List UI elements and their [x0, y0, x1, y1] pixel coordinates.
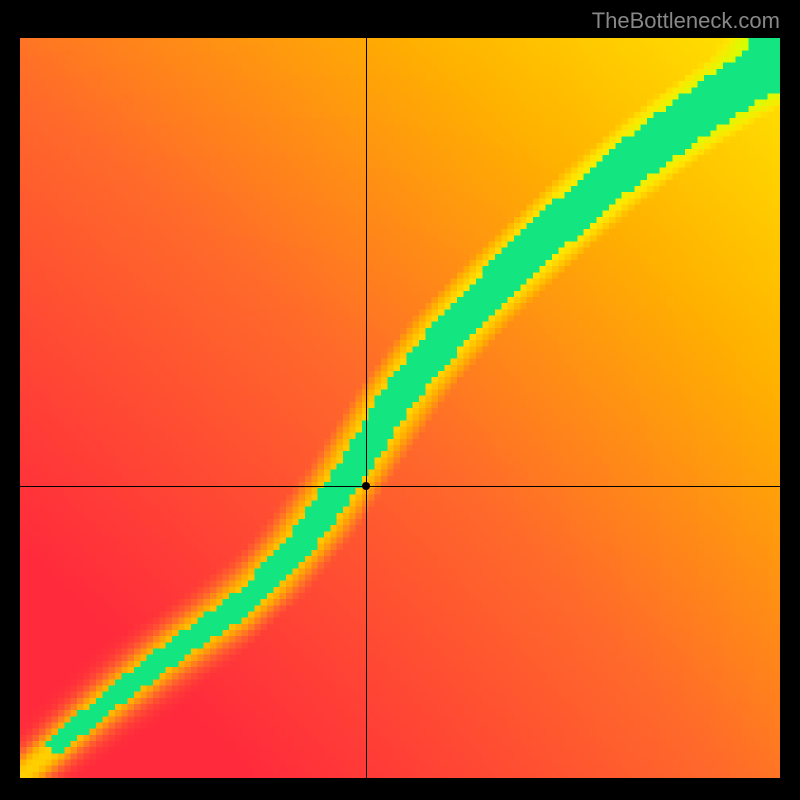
selection-marker	[362, 482, 370, 490]
crosshair-vertical	[366, 38, 367, 778]
heatmap-canvas	[20, 38, 780, 778]
watermark-text: TheBottleneck.com	[592, 8, 780, 34]
bottleneck-heatmap	[20, 38, 780, 778]
crosshair-horizontal	[20, 486, 780, 487]
